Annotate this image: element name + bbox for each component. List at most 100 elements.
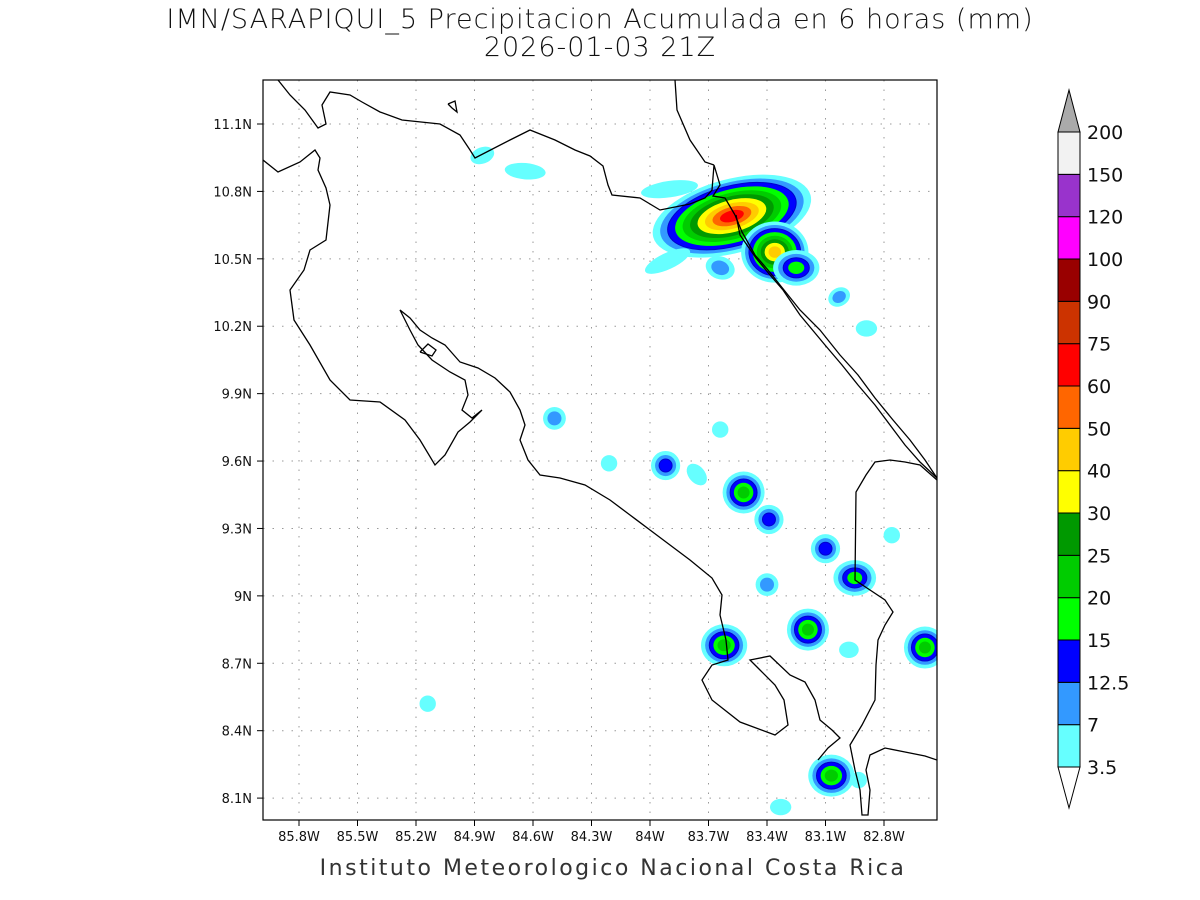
precip-cell: [705, 255, 735, 280]
colorbar-label: 3.5: [1087, 757, 1117, 779]
colorbar-swatch: [1057, 385, 1081, 429]
colorbar-swatch: [1057, 131, 1081, 175]
precip-cell: [773, 250, 820, 286]
precip-contour-3.5: [600, 455, 618, 472]
colorbar-swatch: [1057, 639, 1081, 683]
colorbar-label: 25: [1087, 545, 1111, 567]
precip-cell: [769, 798, 792, 816]
lon-tick-label: 84.6W: [512, 830, 554, 845]
precip-cell: [839, 641, 859, 658]
precip-cell: [701, 624, 748, 667]
colorbar-swatch: [1057, 300, 1081, 345]
precip-contour-7: [711, 260, 730, 276]
colorbar-label: 60: [1087, 376, 1111, 398]
precip-contour-3.5: [855, 320, 878, 337]
lat-tick-label: 10.8N: [213, 185, 252, 200]
precip-contour-3.5: [504, 162, 546, 180]
lon-tick-label: 85.8W: [278, 830, 320, 845]
colorbar-swatch: [1057, 427, 1081, 472]
precip-contour-20: [918, 641, 931, 654]
lon-tick-label: 85.5W: [337, 830, 379, 845]
precip-cell: [644, 248, 691, 274]
lat-tick-label: 11.1N: [213, 118, 252, 133]
precip-cell: [755, 573, 779, 597]
colorbar-label: 50: [1087, 418, 1111, 440]
precip-contour-3.5: [644, 248, 691, 274]
lon-tick-label: 83.7W: [688, 830, 730, 845]
lat-tick-label: 8.7N: [222, 657, 252, 672]
colorbar-label: 100: [1087, 249, 1123, 271]
precip-cell: [903, 626, 937, 669]
nicaragua-coast: [674, 80, 715, 166]
precip-cell: [600, 455, 618, 472]
lon-tick-label: 83.4W: [746, 830, 788, 845]
colorbar-label: 75: [1087, 334, 1111, 356]
colorbar-label: 7: [1087, 715, 1099, 737]
precip-cell: [543, 406, 566, 430]
coastlines: [263, 80, 937, 816]
lon-tick-label: 84.9W: [454, 830, 496, 845]
precip-contour-20: [737, 486, 750, 499]
precip-cell: [828, 287, 851, 307]
precip-cell: [641, 180, 698, 199]
map-title: IMN/SARAPIQUI_5 Precipitacion Acumulada …: [166, 4, 1034, 35]
precip-contour-3.5: [470, 146, 495, 165]
panama-border: [735, 214, 937, 479]
precip-contour-3.5: [641, 180, 698, 199]
lat-tick-label: 9.6N: [222, 455, 252, 470]
precip-contour-60: [719, 209, 744, 223]
precip-contour-3.5: [883, 527, 900, 544]
precip-contour-12.5: [658, 458, 673, 473]
lon-tick-label: 83.1W: [805, 830, 847, 845]
map-subtitle: 2026-01-03 21Z: [483, 32, 717, 63]
colorbar-label: 200: [1087, 122, 1123, 144]
colorbar-swatch: [1057, 554, 1081, 599]
lon-tick-label: 84.3W: [571, 830, 613, 845]
colorbar-label: 90: [1087, 291, 1111, 313]
precip-contour-3.5: [850, 771, 867, 789]
map-frame: [262, 79, 938, 821]
precip-cell: [883, 527, 900, 544]
colorbar-label: 15: [1087, 630, 1111, 652]
precip-contour-7: [759, 577, 775, 592]
precip-contour-40: [768, 246, 782, 258]
lon-tick-label: 82.8W: [863, 830, 905, 845]
lat-tick-label: 8.4N: [222, 725, 252, 740]
colorbar-swatch: [1057, 258, 1081, 302]
precip-contour-15: [788, 261, 805, 274]
graticule: [263, 80, 937, 820]
nicoya-island: [419, 343, 437, 357]
precip-cell: [712, 421, 729, 438]
precipitation-field: [419, 146, 937, 816]
precip-contour-7: [832, 291, 846, 304]
colorbar-swatch: [1057, 681, 1081, 726]
precip-contour-12.5: [761, 512, 776, 527]
precip-contour-3.5: [712, 421, 729, 438]
precip-contour-3.5: [419, 695, 436, 712]
lat-tick-label: 8.1N: [222, 792, 252, 807]
precip-cell: [808, 754, 855, 797]
colorbar-over-arrow: [1057, 88, 1081, 133]
colorbar-label: 120: [1087, 207, 1123, 229]
lat-tick-label: 9.9N: [222, 388, 252, 403]
lon-tick-label: 85.2W: [395, 830, 437, 845]
precip-contour-20: [801, 623, 814, 636]
colorbar-swatch: [1057, 173, 1081, 218]
precip-cell: [722, 471, 765, 514]
precip-cell: [786, 608, 829, 651]
precip-cell: [686, 463, 707, 486]
colorbar-swatch: [1057, 512, 1081, 556]
island-north: [447, 100, 458, 114]
lat-tick-label: 10.5N: [213, 253, 252, 268]
colorbar-swatch: [1057, 724, 1081, 768]
lat-tick-label: 9.3N: [222, 522, 252, 537]
colorbar-label: 30: [1087, 503, 1111, 525]
precip-contour-3.5: [769, 798, 792, 816]
precip-contour-7: [547, 411, 562, 426]
precip-contour-3.5: [839, 641, 859, 658]
precip-contour-20: [717, 639, 731, 652]
precip-cell: [810, 534, 841, 564]
precip-contour-3.5: [686, 463, 707, 486]
colorbar-swatch: [1057, 216, 1081, 260]
